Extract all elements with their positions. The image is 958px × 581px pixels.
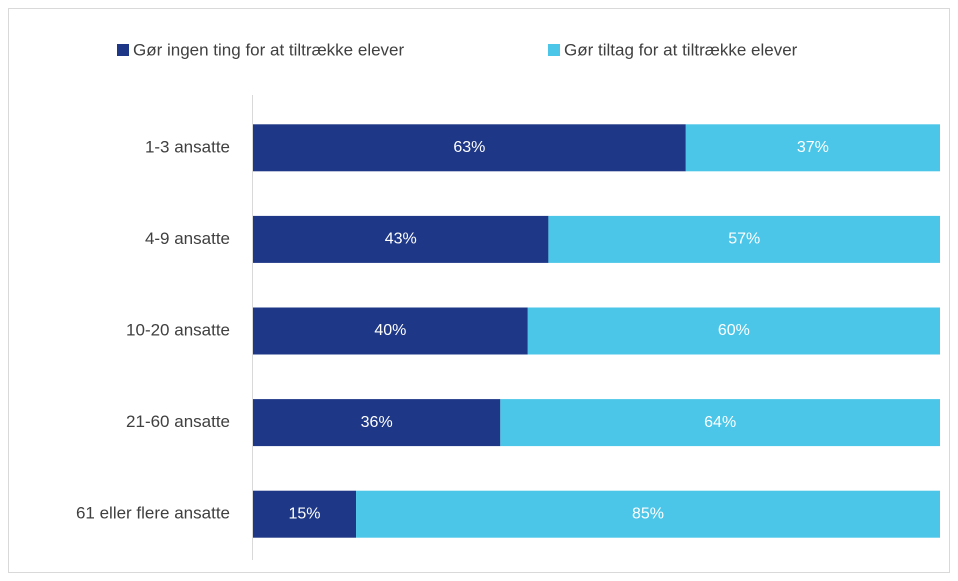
data-label: 85% (632, 505, 664, 522)
bar-segment (253, 215, 549, 263)
data-label: 57% (728, 231, 760, 248)
data-label: 37% (797, 139, 829, 156)
legend-swatch (548, 44, 560, 56)
bar-segment (253, 490, 357, 538)
bar-segment (500, 399, 940, 447)
legend-swatch (117, 44, 129, 56)
y-tick-label: 4-9 ansatte (145, 229, 230, 248)
legend-label: Gør tiltag for at tiltrække elever (564, 40, 798, 59)
data-label: 15% (289, 505, 321, 522)
data-label: 40% (374, 322, 406, 339)
data-label: 63% (453, 139, 485, 156)
bar-segment (356, 490, 940, 538)
bar-segment (527, 307, 940, 355)
y-tick-label: 21-60 ansatte (126, 412, 230, 431)
bar-segment (253, 307, 528, 355)
data-label: 64% (704, 414, 736, 431)
data-label: 43% (385, 231, 417, 248)
y-tick-label: 61 eller flere ansatte (76, 504, 230, 523)
y-tick-label: 1-3 ansatte (145, 137, 230, 156)
bar-segment (253, 399, 501, 447)
data-label: 60% (718, 322, 750, 339)
bar-segment (685, 124, 940, 172)
chart-border (8, 8, 950, 573)
bar-segment (548, 215, 940, 263)
legend-label: Gør ingen ting for at tiltrække elever (133, 40, 405, 59)
y-tick-label: 10-20 ansatte (126, 320, 230, 339)
data-label: 36% (361, 414, 393, 431)
bar-segment (253, 124, 686, 172)
